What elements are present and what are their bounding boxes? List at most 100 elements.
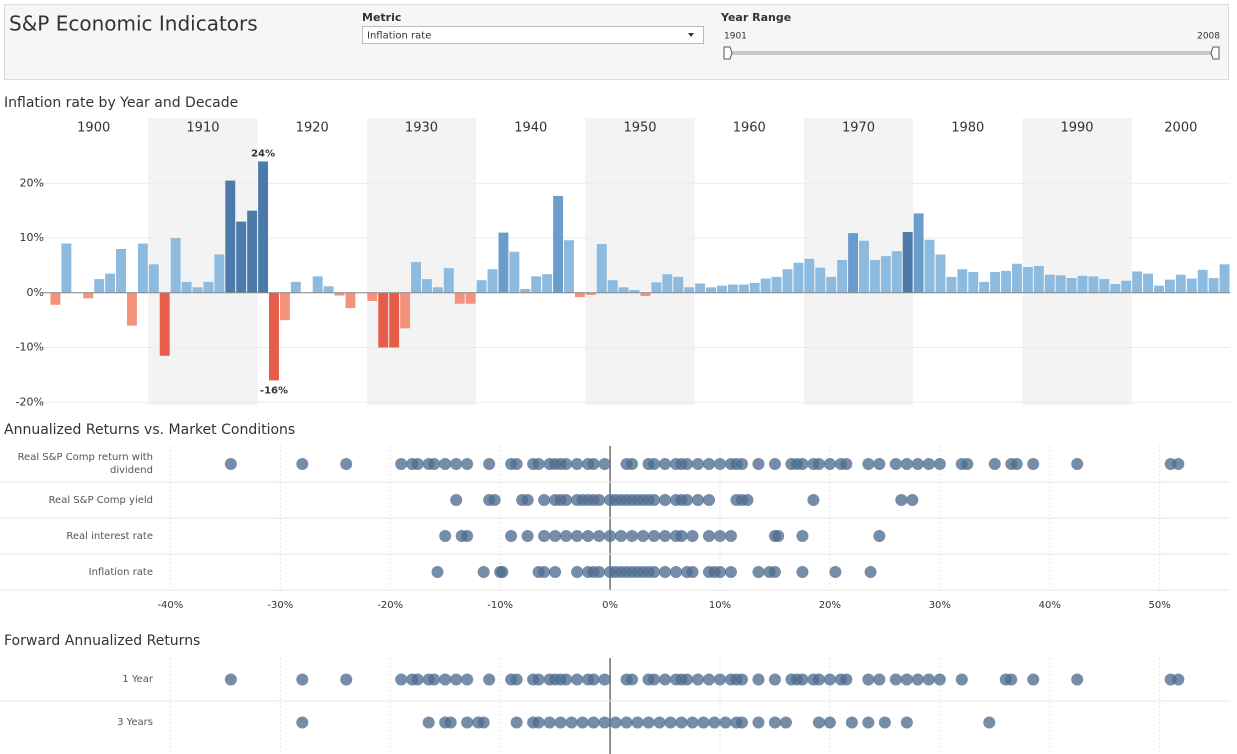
x-tick-label: -30% xyxy=(267,600,293,611)
bar xyxy=(902,232,913,293)
dot xyxy=(911,458,924,470)
x-tick-label: -10% xyxy=(487,600,513,611)
bar xyxy=(618,287,629,293)
dot xyxy=(648,494,661,506)
row-label: 3 Years xyxy=(117,717,153,728)
bar xyxy=(815,267,826,293)
bar xyxy=(771,276,782,293)
dot xyxy=(713,566,726,578)
x-tick-label: -20% xyxy=(377,600,403,611)
slider-handle-start[interactable] xyxy=(723,46,733,60)
dot xyxy=(549,566,562,578)
dropdown-box[interactable] xyxy=(362,26,704,44)
dot xyxy=(571,530,584,542)
dot xyxy=(598,716,611,729)
dot xyxy=(988,458,1001,470)
bar xyxy=(236,221,247,293)
bar xyxy=(1219,264,1230,293)
dot xyxy=(922,673,935,686)
bar xyxy=(1022,267,1033,293)
bar xyxy=(214,254,225,293)
dot xyxy=(659,673,672,686)
dot xyxy=(768,673,781,686)
dot xyxy=(796,566,809,578)
dot xyxy=(1172,673,1185,686)
bar xyxy=(126,292,137,326)
dot xyxy=(571,673,584,686)
dot xyxy=(823,716,836,729)
dot xyxy=(554,716,567,729)
dot xyxy=(340,673,353,686)
dot xyxy=(626,458,639,470)
bar xyxy=(400,292,411,329)
decade-label: 1970 xyxy=(842,121,875,136)
dot xyxy=(582,530,595,542)
dot xyxy=(560,458,573,470)
dot xyxy=(779,716,792,729)
bar xyxy=(181,281,192,293)
dot xyxy=(411,458,424,470)
dropdown-value[interactable]: Inflation rate xyxy=(367,31,431,42)
dot xyxy=(642,716,655,729)
x-tick-label: -40% xyxy=(157,600,183,611)
bar xyxy=(793,262,804,293)
dot xyxy=(296,458,309,470)
dot xyxy=(713,673,726,686)
dot xyxy=(686,530,699,542)
dot xyxy=(702,494,715,506)
dot xyxy=(587,716,600,729)
dot xyxy=(812,716,825,729)
y-tick-label: -20% xyxy=(16,395,44,408)
data-label: -16% xyxy=(260,385,288,396)
dot xyxy=(549,530,562,542)
dot xyxy=(461,530,474,542)
dot xyxy=(752,673,765,686)
bar xyxy=(596,244,607,293)
bar xyxy=(137,243,148,293)
dot xyxy=(477,566,490,578)
dot xyxy=(571,566,584,578)
decade-band xyxy=(1022,118,1132,405)
dot xyxy=(823,458,836,470)
dropdown-arrow[interactable] xyxy=(688,33,694,37)
bar xyxy=(706,287,716,293)
data-label: 24% xyxy=(251,148,275,159)
dot xyxy=(713,458,726,470)
dot xyxy=(477,716,490,729)
row-label-box: Real interest rate xyxy=(66,531,153,542)
dot xyxy=(659,458,672,470)
dot xyxy=(702,458,715,470)
row-label-box: 3 Years xyxy=(117,717,153,728)
dot xyxy=(648,530,661,542)
bar xyxy=(345,292,356,309)
dot xyxy=(1027,673,1040,686)
dot xyxy=(686,566,699,578)
dot xyxy=(510,458,523,470)
bar xyxy=(1164,279,1175,293)
dot xyxy=(626,530,639,542)
dot xyxy=(768,458,781,470)
bar xyxy=(684,287,695,293)
dot xyxy=(620,716,633,729)
decade-label: 1980 xyxy=(951,121,984,136)
bar xyxy=(968,271,979,293)
bar xyxy=(979,281,990,293)
row-label-box: Real S&P Comp yield xyxy=(49,495,153,506)
bar xyxy=(1186,278,1197,293)
dot xyxy=(713,530,726,542)
chart-title: Inflation rate by Year and Decade xyxy=(4,95,238,111)
decade-label: 2000 xyxy=(1164,121,1197,136)
dot xyxy=(724,530,737,542)
dot xyxy=(340,458,353,470)
dot xyxy=(521,530,534,542)
slider-handle-end[interactable] xyxy=(1210,46,1220,60)
bar xyxy=(312,276,323,293)
metric-dropdown[interactable]: Inflation rate xyxy=(362,26,704,44)
bar xyxy=(247,210,258,293)
dot xyxy=(609,716,622,729)
row-label-box: Inflation rate xyxy=(89,567,153,578)
bar xyxy=(203,281,214,293)
slider-track[interactable] xyxy=(727,51,1216,55)
range-start: 1901 xyxy=(724,32,747,42)
